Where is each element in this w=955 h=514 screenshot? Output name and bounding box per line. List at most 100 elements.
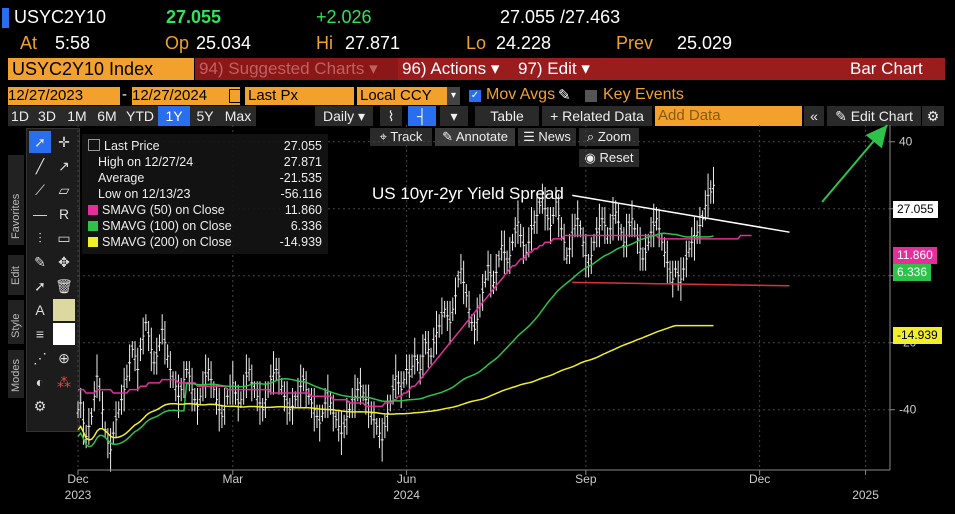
rectangle-icon[interactable]: ▭ [57,229,71,246]
track-button[interactable]: ⌖ Track [370,128,432,146]
annotate-label: Annotate [455,129,508,144]
chart-style-dropdown[interactable]: ▾ [440,106,468,126]
ray-icon[interactable]: ↗ [58,157,70,174]
crosshair-icon[interactable]: ✛ [58,133,70,150]
period-ytd[interactable]: YTD [122,106,158,126]
fib-icon[interactable]: ⫶ [38,229,42,246]
move-icon[interactable]: ✥ [58,253,70,270]
currency-dropdown-icon[interactable]: ▾ [447,87,460,105]
high-value: 27.871 [345,33,401,53]
legend-text: Low on 12/13/23 [98,187,191,201]
line-chart-icon[interactable]: ⌇ [380,106,402,126]
legend-text: Average [98,171,145,185]
related-data-button[interactable]: + Related Data [542,106,652,126]
legend-text: SMAVG (100) on Close [102,219,232,233]
legend-text: Last Price [104,139,160,153]
legend-swatch [88,189,94,199]
period-max[interactable]: Max [220,106,256,126]
at-label: At [20,33,38,53]
field-select[interactable]: Last Px [245,87,354,105]
key-events-checkbox[interactable] [585,90,597,102]
period-1y[interactable]: 1Y [158,106,190,126]
legend-value: 11.860 [284,203,322,217]
calendar-icon[interactable] [229,89,241,103]
arrow-head [865,125,888,149]
segment-icon[interactable]: ⟋ [35,181,45,198]
legend: Last Price 27.055 High on 12/27/24 27.871 Av… [82,134,328,254]
legend-row: Low on 12/13/23 -56.116 [88,186,322,202]
news-button[interactable]: ☰ News [518,128,576,146]
side-tab-style[interactable]: Style [8,300,24,344]
legend-value: -21.535 [279,171,322,185]
security-field[interactable]: USYC2Y10 Index [8,58,194,80]
legend-label: High on 12/27/24 [88,154,193,170]
legend-swatch [88,237,98,247]
x-tick-year: 2025 [852,488,879,502]
time-value: 5:58 [55,33,91,53]
start-date[interactable]: 12/27/2023 [8,87,120,105]
period-1d[interactable]: 1D [8,106,32,126]
x-tick-label: Mar [222,472,243,486]
pointer-icon[interactable]: ➚ [29,131,51,153]
edit-chart-button[interactable]: ✎ Edit Chart [827,106,921,126]
actions-menu[interactable]: 96) Actions ▾ [398,58,514,80]
mov-avgs-label[interactable]: Mov Avgs [486,86,556,103]
pencil-icon[interactable]: ✎ [558,87,571,104]
x-tick-label: Dec [67,472,88,486]
color-dots-icon[interactable]: ⁂ [57,373,71,390]
side-tab-favorites[interactable]: Favorites [8,155,24,245]
x-tick-year: 2023 [65,488,92,502]
edit-menu[interactable]: 97) Edit ▾ [514,58,600,80]
table-button[interactable]: Table [475,106,539,126]
period-3d[interactable]: 3D [32,106,62,126]
select-icon[interactable]: ➚ [34,277,46,294]
add-data-input[interactable]: Add Data [655,106,802,126]
mode-icon[interactable]: ◐ [35,374,45,390]
high-label: Hi [316,33,333,53]
sma100-line [77,232,714,448]
reset-label: Reset [599,150,634,165]
collapse-icon[interactable]: « [804,106,824,126]
trendline-icon[interactable]: ╱ [35,157,45,174]
legend-text: SMAVG (200) on Close [102,235,232,249]
period-6m[interactable]: 6M [92,106,122,126]
gear-icon[interactable]: ⚙ [33,397,47,414]
legend-label: Last Price [88,138,160,154]
open-label: Op [165,33,190,53]
news-label: News [538,129,571,144]
fill-color-icon[interactable] [53,299,75,321]
legend-row: High on 12/27/24 27.871 [88,154,322,170]
period-1m[interactable]: 1M [62,106,92,126]
legend-text: SMAVG (50) on Close [102,203,225,217]
end-date[interactable]: 12/27/2024 [132,87,240,105]
period-5y[interactable]: 5Y [190,106,220,126]
chart-type-label: Bar Chart [850,59,923,78]
side-tab-modes[interactable]: Modes [8,350,24,398]
currency-select[interactable]: Local CCY [357,87,450,105]
legend-row: Last Price 27.055 [88,138,322,154]
mov-avgs-checkbox[interactable]: ✓ [469,90,481,102]
reset-button[interactable]: ◉ Reset [579,149,639,167]
side-tab-edit[interactable]: Edit [8,255,24,295]
magnet-icon[interactable]: ⊕ [58,349,70,366]
bar-chart-icon[interactable]: ┤ [408,106,436,126]
sma100-tag: 6.336 [893,264,932,281]
sma50-tag: 11.860 [893,247,937,264]
text-style-icon[interactable]: A [35,302,45,318]
settings-gear-icon[interactable]: ⚙ [922,106,944,126]
suggested-charts-menu[interactable]: 94) Suggested Charts ▾ [195,58,399,80]
dotted-line-icon[interactable]: ⋰ [33,349,47,366]
ticker: USYC2Y10 [14,7,107,27]
retracement-icon[interactable]: R [58,206,70,222]
trash-icon[interactable]: 🗑 [55,277,73,294]
horizontal-line-icon[interactable]: — [33,206,47,222]
legend-swatch [88,139,100,151]
interval-select[interactable]: Daily ▾ [315,106,373,126]
legend-row: SMAVG (50) on Close 11.860 [88,202,322,218]
key-events-label[interactable]: Key Events [603,86,684,103]
legend-swatch [88,205,98,215]
line-color-icon[interactable] [53,323,75,345]
line-weight-icon[interactable]: ≡ [35,326,45,342]
brush-icon[interactable]: ✎ [34,253,46,270]
channel-icon[interactable]: ▱ [58,181,70,198]
